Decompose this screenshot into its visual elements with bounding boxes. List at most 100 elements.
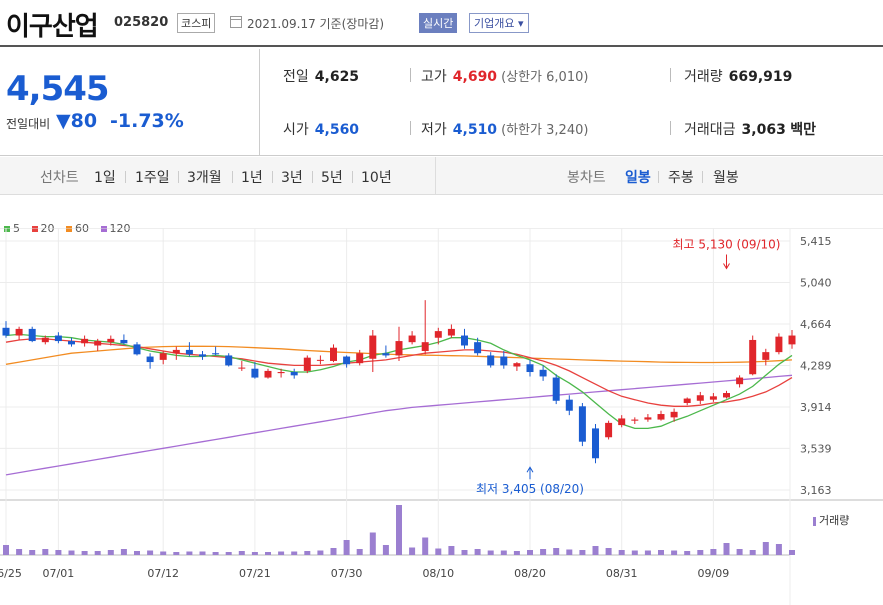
- volume-bar: [618, 550, 625, 555]
- candle-body: [54, 335, 62, 342]
- high-arrow-head: [723, 263, 730, 270]
- volume-bar: [396, 505, 402, 555]
- candle-body: [2, 327, 10, 336]
- volume-bar: [540, 549, 547, 555]
- period-1d[interactable]: 1일: [94, 170, 116, 186]
- volume-bar: [697, 550, 704, 555]
- candle-body: [657, 414, 665, 420]
- candle-body: [683, 398, 691, 403]
- candle-body: [238, 367, 246, 369]
- candle-body: [382, 353, 390, 356]
- volume-bar: [278, 551, 285, 555]
- period-10y[interactable]: 10년: [361, 170, 392, 186]
- volume-bar: [199, 551, 206, 555]
- x-tick-label: 06/25: [0, 567, 22, 580]
- candle-body: [670, 411, 678, 418]
- volume-bar: [304, 551, 311, 555]
- low-price: 저가 4,510 (하한가 3,240): [421, 122, 589, 138]
- high-annotation: 최고 5,130 (09/10): [672, 238, 780, 252]
- divider: [670, 68, 671, 82]
- volume-bar: [68, 550, 75, 555]
- candle-body: [146, 356, 154, 363]
- volume-bar: [671, 550, 678, 555]
- volume-bar: [16, 549, 23, 555]
- calendar-icon: [230, 16, 242, 28]
- candle-body: [421, 342, 429, 352]
- divider: [125, 171, 126, 183]
- candle-body: [251, 368, 259, 378]
- candle-body: [578, 406, 586, 442]
- company-overview-dropdown[interactable]: 기업개요 ▾: [469, 13, 529, 33]
- candle-body: [500, 356, 508, 366]
- trade-amount: 거래대금 3,063 백만: [684, 122, 817, 138]
- period-3y[interactable]: 3년: [281, 170, 303, 186]
- y-tick-label: 3,914: [800, 401, 832, 414]
- volume-bar: [238, 551, 245, 555]
- volume-bar: [369, 532, 376, 555]
- divider: [352, 171, 353, 183]
- volume-bar: [448, 546, 455, 555]
- volume-bar: [173, 552, 180, 555]
- y-tick-label: 4,289: [800, 360, 832, 373]
- volume-bar: [527, 550, 533, 555]
- volume-bar: [147, 550, 154, 555]
- candle-body: [369, 335, 377, 359]
- volume-bar: [212, 552, 219, 555]
- open-price: 시가 4,560: [283, 122, 360, 138]
- volume-bar: [749, 550, 756, 555]
- candle-body: [277, 372, 285, 374]
- period-1w[interactable]: 1주일: [135, 170, 170, 186]
- candlestick-chart[interactable]: 5,415 5,040 4,664 4,289 3,914 3,539 3,163 06/25…: [0, 228, 883, 605]
- candle-body: [749, 339, 757, 375]
- candle-body: [133, 344, 141, 355]
- volume-bar: [422, 537, 429, 555]
- period-3m[interactable]: 3개월: [187, 170, 222, 186]
- volume-bar: [107, 550, 114, 555]
- divider: [178, 171, 179, 183]
- candle-body: [212, 353, 220, 355]
- candle-body: [159, 353, 167, 360]
- candle-daily[interactable]: 일봉: [625, 170, 651, 186]
- x-tick-label: 08/31: [606, 567, 638, 580]
- volume-bar: [291, 551, 298, 555]
- candle-body: [94, 341, 102, 346]
- candle-body: [788, 335, 796, 345]
- candle-body: [185, 349, 193, 355]
- period-5y[interactable]: 5년: [321, 170, 343, 186]
- stock-header: 이구산업 025820 코스피 2021.09.17 기준(장마감) 실시간 기…: [0, 0, 883, 47]
- volume-bar: [736, 549, 743, 555]
- candle-body: [736, 377, 744, 385]
- candle-monthly[interactable]: 월봉: [713, 170, 739, 186]
- volume-bar: [762, 542, 769, 555]
- candle-body: [15, 328, 23, 336]
- candle-body: [565, 399, 573, 411]
- volume-bar: [487, 550, 494, 555]
- base-date: 2021.09.17 기준(장마감): [247, 17, 385, 31]
- realtime-button[interactable]: 실시간: [419, 13, 458, 33]
- candle-chart-label: 봉차트: [567, 170, 606, 186]
- divider: [410, 68, 411, 82]
- candle-body: [330, 347, 337, 361]
- candle-body: [343, 356, 351, 365]
- volume-legend: 거래량: [813, 512, 849, 528]
- period-1y[interactable]: 1년: [241, 170, 263, 186]
- y-tick-label: 3,163: [800, 484, 832, 497]
- volume-bar: [81, 551, 88, 555]
- volume-bar: [658, 550, 664, 555]
- company-name: 이구산업: [6, 12, 99, 42]
- divider: [312, 171, 313, 183]
- volume-bar: [42, 549, 49, 555]
- volume-bar: [343, 540, 350, 555]
- candle-body: [107, 338, 115, 343]
- volume-bar: [120, 549, 127, 555]
- y-tick-label: 3,539: [800, 442, 832, 455]
- candle-weekly[interactable]: 주봉: [668, 170, 694, 186]
- candle-body: [474, 342, 482, 354]
- candle-body: [644, 417, 652, 420]
- current-price: 4,545: [6, 69, 110, 109]
- candle-body: [408, 335, 416, 343]
- volume-bar: [55, 550, 62, 555]
- volume-bar: [251, 552, 258, 555]
- diff-rate: -1.73%: [110, 110, 184, 132]
- chart-toolbar: 선차트 1일 1주일 3개월 1년 3년 5년 10년 봉차트 일봉 주봉 월봉: [0, 157, 883, 195]
